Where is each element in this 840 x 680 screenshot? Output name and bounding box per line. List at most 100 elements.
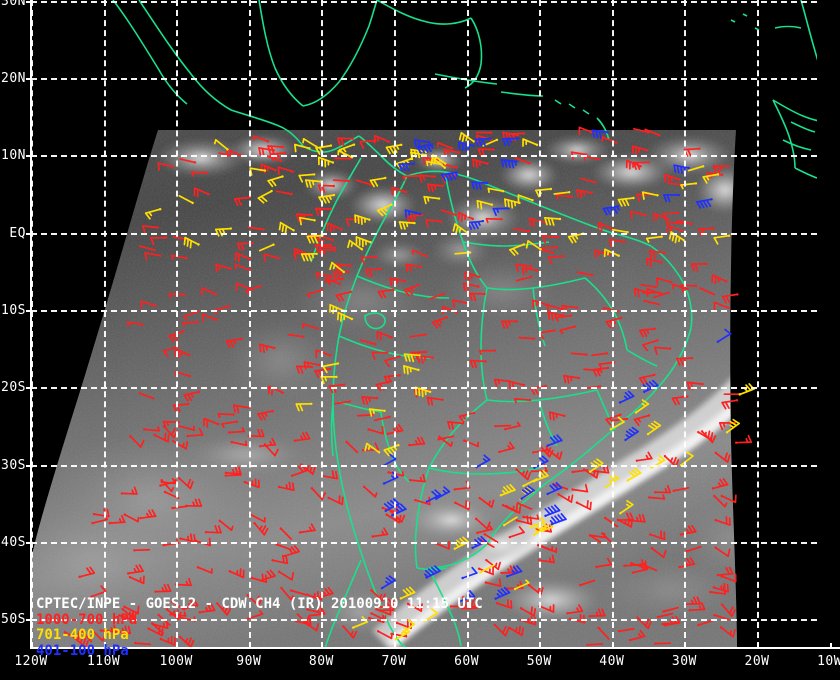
wind-barb	[413, 138, 431, 149]
wind-barb	[359, 339, 377, 346]
x-tick-label: 90W	[236, 654, 262, 669]
wind-barb	[519, 606, 537, 617]
wind-barb	[144, 252, 162, 261]
wind-barb	[504, 198, 521, 209]
y-tick-mark	[26, 619, 32, 622]
wind-barb	[563, 374, 580, 384]
wind-barb	[544, 504, 561, 517]
wind-barb	[484, 578, 502, 587]
wind-barb	[505, 504, 522, 514]
legend-item-low-level: 1000-700 hPa	[36, 611, 138, 628]
wind-barb	[515, 275, 533, 282]
wind-barb	[224, 466, 242, 475]
wind-barb	[713, 234, 731, 245]
wind-barb	[472, 158, 489, 169]
wind-barb	[430, 157, 446, 169]
wind-barb	[233, 196, 251, 207]
wind-barb	[295, 402, 313, 412]
x-tick-label: 100W	[159, 654, 193, 669]
wind-barb	[661, 622, 679, 626]
product-title: CPTEC/INPE - GOES12 - CDW CH4 (IR) 20100…	[36, 596, 483, 612]
gridline-vertical	[394, 0, 396, 648]
gridline-vertical	[684, 0, 687, 648]
wind-barb	[321, 470, 338, 480]
wind-barb	[494, 378, 511, 388]
wind-barb	[333, 400, 351, 405]
wind-barb	[369, 176, 387, 188]
wind-barb	[198, 603, 216, 614]
gridline-vertical	[176, 0, 179, 648]
wind-barb	[632, 161, 650, 170]
wind-barb	[538, 604, 555, 613]
wind-barb	[298, 173, 316, 183]
wind-barb	[699, 287, 715, 296]
x-tick-label: 120W	[14, 654, 48, 669]
wind-barb	[494, 586, 511, 600]
wind-barb	[576, 189, 593, 199]
wind-barb	[295, 213, 313, 222]
gridline-horizontal	[31, 619, 817, 622]
wind-barb	[544, 216, 562, 226]
wind-barb	[723, 393, 741, 396]
wind-barb	[151, 620, 169, 629]
wind-barb	[200, 287, 218, 296]
wind-barb	[228, 568, 245, 579]
wind-barb	[80, 629, 93, 643]
wind-barb-overlay	[63, 126, 755, 648]
x-tick-label: 60W	[454, 654, 480, 669]
wind-barb	[404, 209, 422, 218]
wind-barb	[302, 323, 319, 330]
wind-barb	[578, 126, 595, 136]
wind-barb	[549, 513, 567, 526]
wind-barb	[553, 190, 571, 195]
wind-barb	[355, 179, 372, 186]
wind-barb	[376, 330, 393, 341]
wind-barb	[114, 625, 132, 635]
wind-barb	[617, 196, 635, 207]
wind-barb	[134, 641, 152, 646]
wind-barb	[171, 254, 188, 261]
wind-barb	[570, 352, 588, 356]
wind-barb	[425, 489, 442, 503]
wind-barb	[438, 435, 454, 447]
wind-barb	[303, 361, 321, 370]
wind-barb	[441, 162, 458, 169]
wind-barb	[371, 527, 389, 538]
wind-barb	[625, 159, 642, 170]
wind-barb	[539, 329, 556, 340]
wind-barb	[142, 224, 160, 234]
wind-barb	[522, 138, 539, 147]
wind-barb	[377, 602, 395, 612]
wind-barb	[518, 336, 536, 340]
wind-barb	[154, 583, 172, 593]
gridline-vertical	[539, 0, 542, 648]
wind-barb	[78, 566, 96, 578]
wind-barb	[591, 129, 609, 139]
wind-barb	[478, 349, 496, 356]
wind-barb	[618, 390, 635, 404]
wind-barb	[247, 428, 265, 438]
wind-barb	[479, 564, 495, 574]
wind-barb	[247, 226, 265, 231]
wind-barb	[721, 399, 739, 410]
x-tick-label: 30W	[671, 654, 697, 669]
wind-barb	[650, 547, 667, 559]
wind-barb	[654, 485, 672, 494]
wind-barb	[725, 418, 740, 434]
wind-barb	[359, 139, 377, 149]
wind-barb	[375, 380, 393, 392]
gridline-vertical	[466, 0, 469, 648]
legend-item-high-level: 401-100 hPa	[36, 642, 129, 659]
wind-barb	[626, 467, 642, 482]
wind-barb	[597, 626, 610, 640]
wind-barb	[403, 365, 420, 375]
gridline-vertical	[248, 0, 251, 648]
wind-barb	[342, 625, 358, 639]
wind-barb	[541, 545, 558, 553]
wind-barb	[327, 277, 344, 286]
wind-barb	[216, 602, 232, 616]
wind-barb	[305, 590, 323, 601]
wind-barb	[656, 612, 674, 619]
wind-barb	[183, 390, 201, 402]
wind-barb	[643, 300, 660, 306]
